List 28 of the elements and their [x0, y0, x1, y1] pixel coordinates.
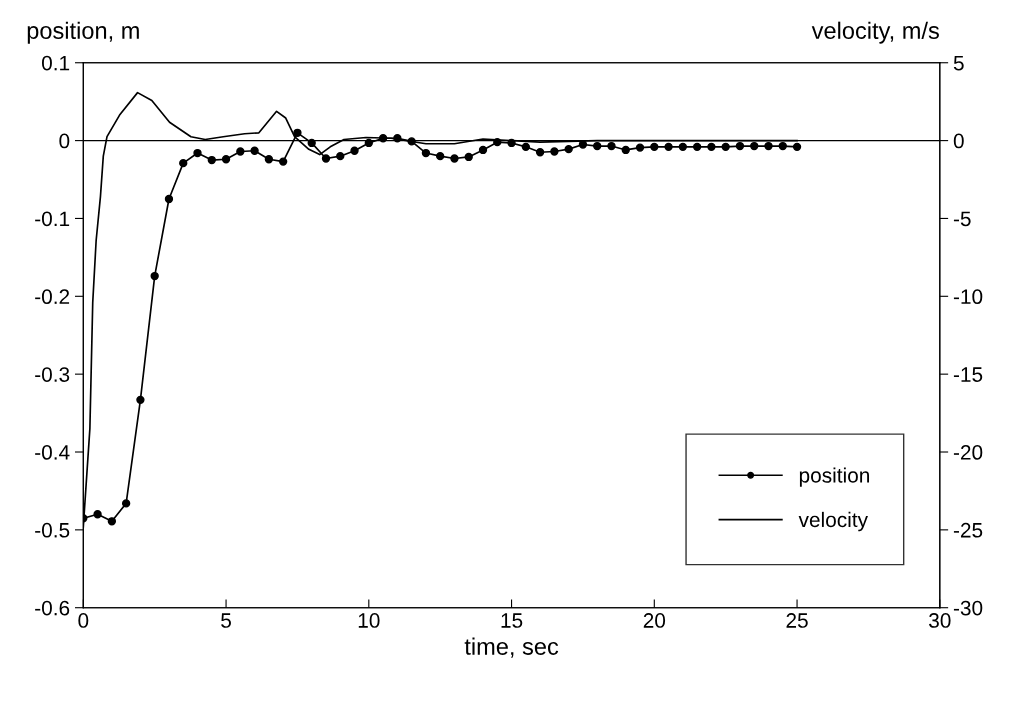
x-tick-label: 30: [929, 613, 951, 628]
x-axis-title: time, sec: [464, 637, 559, 658]
y2-tick-label: 0: [953, 133, 964, 149]
y2-axis-title: velocity, m/s: [811, 21, 939, 44]
y-tick-label: 0.1: [41, 55, 70, 71]
y2-tick-label: -20: [953, 445, 983, 460]
y2-tick-label: -5: [953, 211, 971, 227]
x-tick-label: 10: [358, 613, 380, 628]
y-tick-label: -0.6: [35, 600, 70, 616]
y2-tick-label: -15: [953, 367, 983, 382]
y2-tick-label: 5: [953, 55, 964, 71]
y-tick-label: 0: [59, 133, 70, 149]
x-tick-label: 5: [221, 613, 231, 628]
y2-tick-label: -10: [953, 289, 983, 305]
y2-tick-label: -30: [953, 600, 983, 616]
x-tick-label: 15: [501, 613, 523, 628]
y-tick-label: -0.5: [35, 522, 70, 538]
y-tick-label: -0.3: [35, 367, 70, 382]
legend-label: position: [799, 467, 870, 487]
x-tick-label: 0: [78, 613, 89, 628]
legend-label: velocity: [798, 511, 868, 532]
y-tick-label: -0.2: [35, 289, 70, 305]
x-tick-label: 25: [786, 613, 808, 628]
y-axis-title: position, m: [27, 21, 139, 44]
y-tick-label: -0.4: [35, 445, 70, 460]
y-tick-label: -0.1: [35, 211, 70, 227]
y2-tick-label: -25: [953, 522, 983, 538]
x-tick-label: 20: [643, 613, 666, 628]
